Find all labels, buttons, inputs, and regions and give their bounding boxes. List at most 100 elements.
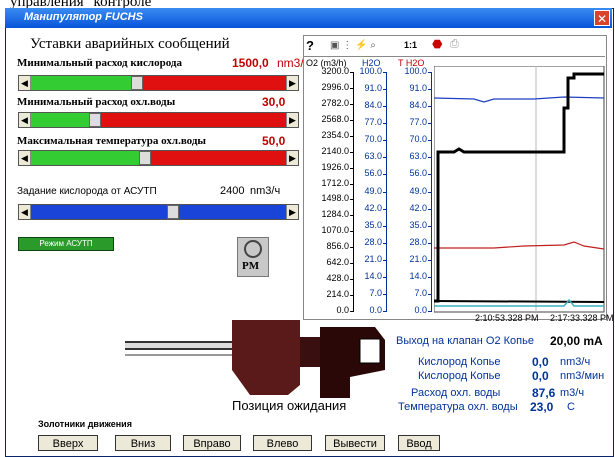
tick-label: 1926.0 — [321, 161, 349, 172]
slider-thumb[interactable] — [131, 76, 143, 90]
control-button[interactable]: Ввод — [398, 435, 440, 451]
joint — [300, 337, 320, 367]
slider-left[interactable]: ◀ — [19, 205, 31, 219]
toolbar-stop[interactable]: ⬣ — [432, 37, 443, 51]
tick-label: 642.0 — [326, 257, 349, 268]
tick-mark — [350, 295, 353, 297]
aux-trace — [434, 298, 604, 307]
tick-mark — [428, 174, 431, 176]
tick-mark — [428, 242, 431, 244]
control-button[interactable]: Вывести — [325, 435, 385, 451]
control-button[interactable]: Вниз — [115, 435, 171, 451]
slider-right[interactable]: ▶ — [286, 76, 298, 90]
axis-line — [353, 72, 354, 312]
row-value: 2400 — [220, 185, 245, 197]
tick-label: 214.0 — [326, 289, 349, 300]
control-button[interactable]: Вправо — [183, 435, 241, 451]
control-button[interactable]: Вверх — [38, 435, 98, 451]
tick-label: 42.0 — [364, 202, 382, 213]
slider-left[interactable]: ◀ — [19, 113, 31, 127]
tick-mark — [350, 151, 353, 153]
row-label: Минимальный расход охл.воды — [17, 96, 176, 108]
tick-mark — [350, 167, 353, 169]
slider-low — [30, 113, 89, 127]
tick-mark — [383, 242, 386, 244]
tick-mark — [428, 311, 431, 312]
slider-right[interactable]: ▶ — [286, 205, 298, 219]
toolbar-icons[interactable]: ▣ ⋮ ⚡ ⌕ — [330, 40, 376, 51]
axis-line — [386, 72, 387, 312]
tick-label: 0.0 — [414, 305, 427, 315]
tick-label: 0.0 — [369, 305, 382, 315]
row-label: Минимальный расход кислорода — [17, 57, 182, 69]
pm-icon[interactable]: PM — [237, 237, 269, 277]
tick-mark — [350, 72, 353, 73]
toolbar-zoom[interactable]: 1:1 — [404, 40, 418, 50]
slider-low — [30, 76, 131, 90]
axis-line — [431, 72, 432, 312]
h2o-trace — [434, 96, 605, 103]
close-button[interactable]: ✕ — [594, 10, 610, 26]
mode-button[interactable]: Режим АСУТП — [18, 237, 114, 251]
tick-label: 63.0 — [364, 151, 382, 162]
tick-mark — [383, 259, 386, 261]
tick-mark — [383, 208, 386, 210]
axis-header-t-h2o: T H2O — [398, 58, 425, 68]
slider-low — [30, 205, 167, 219]
tick-label: 14.0 — [409, 270, 427, 281]
slider[interactable]: ◀ ▶ — [18, 75, 299, 91]
row-value: 1500,0 — [232, 56, 269, 70]
tick-label: 14.0 — [364, 270, 382, 281]
tick-mark — [383, 225, 386, 227]
slider[interactable]: ◀ ▶ — [18, 204, 299, 220]
tick-label: 1498.0 — [321, 193, 349, 204]
tick-label: 77.0 — [364, 117, 382, 128]
row-label: Задание кислорода от АСУТП — [17, 186, 157, 197]
tick-mark — [383, 157, 386, 159]
tick-label: 35.0 — [364, 219, 382, 230]
status-label: Кислород Копье — [418, 356, 501, 368]
tick-label: 28.0 — [364, 236, 382, 247]
status-value: 87,6 — [532, 386, 556, 400]
slider-right[interactable]: ▶ — [286, 113, 298, 127]
toolbar-print[interactable]: ⎙ — [450, 38, 459, 50]
slider-right[interactable]: ▶ — [286, 151, 298, 165]
tick-mark — [428, 106, 431, 108]
status-value: 0,0 — [532, 369, 549, 383]
tick-label: 84.0 — [364, 100, 382, 111]
tick-label: 70.0 — [409, 134, 427, 145]
tick-mark — [428, 140, 431, 142]
tick-mark — [350, 199, 353, 201]
pm-icon-label: PM — [242, 260, 260, 272]
toolbar-help[interactable]: ? — [306, 38, 314, 53]
status-unit: nm3/мин — [560, 370, 605, 382]
slider-thumb[interactable] — [139, 151, 151, 165]
t-h2o-trace — [434, 241, 605, 250]
valve-label: Выход на клапан O2 Копье — [396, 335, 534, 347]
status-label: Температура охл. воды — [398, 401, 518, 413]
slider-left[interactable]: ◀ — [19, 76, 31, 90]
status-unit: C — [567, 401, 575, 413]
slider-left[interactable]: ◀ — [19, 151, 31, 165]
axis-header-o2: O2 (m3/h) — [306, 58, 347, 68]
slider-thumb[interactable] — [89, 113, 101, 127]
tick-mark — [383, 72, 386, 73]
row-value: 50,0 — [262, 134, 286, 148]
slider[interactable]: ◀ ▶ — [18, 150, 299, 166]
tick-label: 100.0 — [404, 66, 427, 76]
toolbar-separator — [303, 56, 605, 57]
tick-mark — [350, 311, 353, 312]
control-button[interactable]: Влево — [253, 435, 312, 451]
carriage — [232, 320, 300, 395]
tick-label: 2354.0 — [321, 129, 349, 140]
slider-thumb[interactable] — [167, 205, 179, 219]
row-unit: nm3/ч — [250, 185, 281, 197]
slider[interactable]: ◀ ▶ — [18, 112, 299, 128]
time-label: 2:17:33.328 PM — [550, 313, 614, 323]
tick-label: 2782.0 — [321, 97, 349, 108]
tick-label: 21.0 — [409, 253, 427, 264]
tick-label: 63.0 — [409, 151, 427, 162]
tick-label: 28.0 — [409, 236, 427, 247]
valve-value: 20,00 mA — [550, 334, 603, 348]
